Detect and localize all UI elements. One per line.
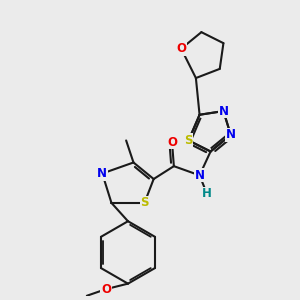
Text: N: N <box>226 128 236 142</box>
Text: S: S <box>140 196 149 209</box>
Text: O: O <box>101 283 111 296</box>
Text: O: O <box>176 42 186 55</box>
Text: O: O <box>167 136 177 149</box>
Text: H: H <box>202 187 212 200</box>
Text: N: N <box>195 169 205 182</box>
Text: N: N <box>97 167 107 180</box>
Text: S: S <box>184 134 193 147</box>
Text: N: N <box>218 105 228 118</box>
